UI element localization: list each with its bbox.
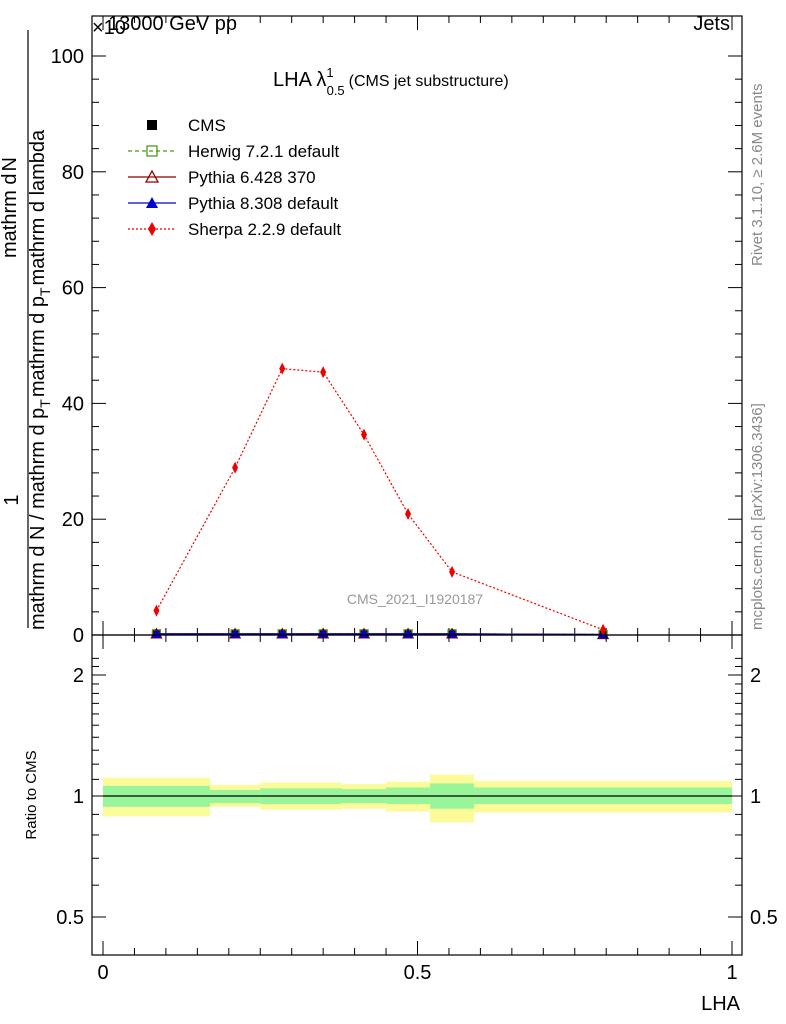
x-tick-label: 1: [726, 962, 737, 984]
legend-marker: [144, 169, 160, 183]
y-tick-label: 80: [62, 162, 84, 184]
y-tick-label: 20: [62, 509, 84, 531]
exponent-label: ×10: [92, 17, 126, 39]
ratio-y-tick-label: 1: [73, 786, 84, 808]
plot-title: LHA λ1 0.5 (CMS jet substructure): [273, 65, 509, 98]
watermark: CMS_2021_I1920187: [347, 591, 483, 607]
series-line: [155, 368, 604, 631]
ratio-y-tick-label: 0.5: [56, 907, 84, 929]
legend-label: Herwig 7.2.1 default: [188, 142, 339, 161]
plot-title-sup: 1: [326, 65, 333, 80]
legend-marker: [146, 197, 158, 208]
ratio-y-label: Ratio to CMS: [23, 750, 40, 839]
legend-marker: [148, 222, 156, 236]
y-axis-label: 1 mathrm d N / mathrm d pTmathrm d pTmat…: [0, 30, 53, 630]
legend-label: Sherpa 2.2.9 default: [188, 220, 341, 239]
ratio-y-tick-label-right: 1: [750, 786, 761, 808]
ratio-y-tick-label-right: 0.5: [750, 907, 778, 929]
legend-marker: [147, 120, 157, 130]
legend-marker: [146, 145, 158, 157]
header-left: 13000 GeV pp: [108, 13, 237, 35]
data-point: [405, 507, 412, 520]
data-point: [600, 623, 607, 636]
plot-title-main: LHA λ: [273, 69, 326, 91]
data-point: [449, 565, 456, 578]
data-point: [279, 362, 286, 375]
plot-title-sub: 0.5: [327, 83, 345, 98]
y-label-top: 1: [1, 494, 23, 505]
data-point: [320, 366, 327, 379]
data-point: [232, 461, 239, 474]
ratio-panel: 0.5 0.5 1 1 2 2 0 0.5 1: [56, 634, 778, 984]
y-label-numerator: mathrm dN: [0, 157, 21, 258]
series-line: [156, 633, 604, 636]
y-tick-label: 100: [51, 46, 84, 68]
legend-label: Pythia 6.428 370: [188, 168, 316, 187]
y-tick-label: 0: [73, 625, 84, 647]
plot-title-suffix: (CMS jet substructure): [349, 73, 509, 90]
y-tick-label: 40: [62, 393, 84, 415]
x-axis-label: LHA: [701, 993, 741, 1015]
legend-label: CMS: [188, 116, 226, 135]
mcplots-label: mcplots.cern.ch [arXiv:1306.3436]: [749, 403, 766, 630]
legend: CMS Herwig 7.2.1 default Pythia 6.428 370 P…: [128, 116, 341, 239]
legend-label: Pythia 8.308 default: [188, 194, 339, 213]
ratio-y-tick-label-right: 2: [750, 665, 761, 687]
y-label-bottom: mathrm d N / mathrm d pTmathrm d pTmathr…: [27, 129, 53, 630]
main-panel: 0 20 40 60 80 100: [51, 15, 743, 647]
data-point: [153, 604, 160, 617]
main-frame: [91, 15, 743, 636]
y-tick-label: 60: [62, 278, 84, 300]
header-right: Jets: [693, 13, 730, 35]
ratio-y-tick-label: 2: [73, 665, 84, 687]
x-tick-label: 0: [97, 962, 108, 984]
data-point: [361, 428, 368, 441]
rivet-label: Rivet 3.1.10, ≥ 2.6M events: [749, 84, 766, 267]
x-tick-label: 0.5: [404, 962, 432, 984]
